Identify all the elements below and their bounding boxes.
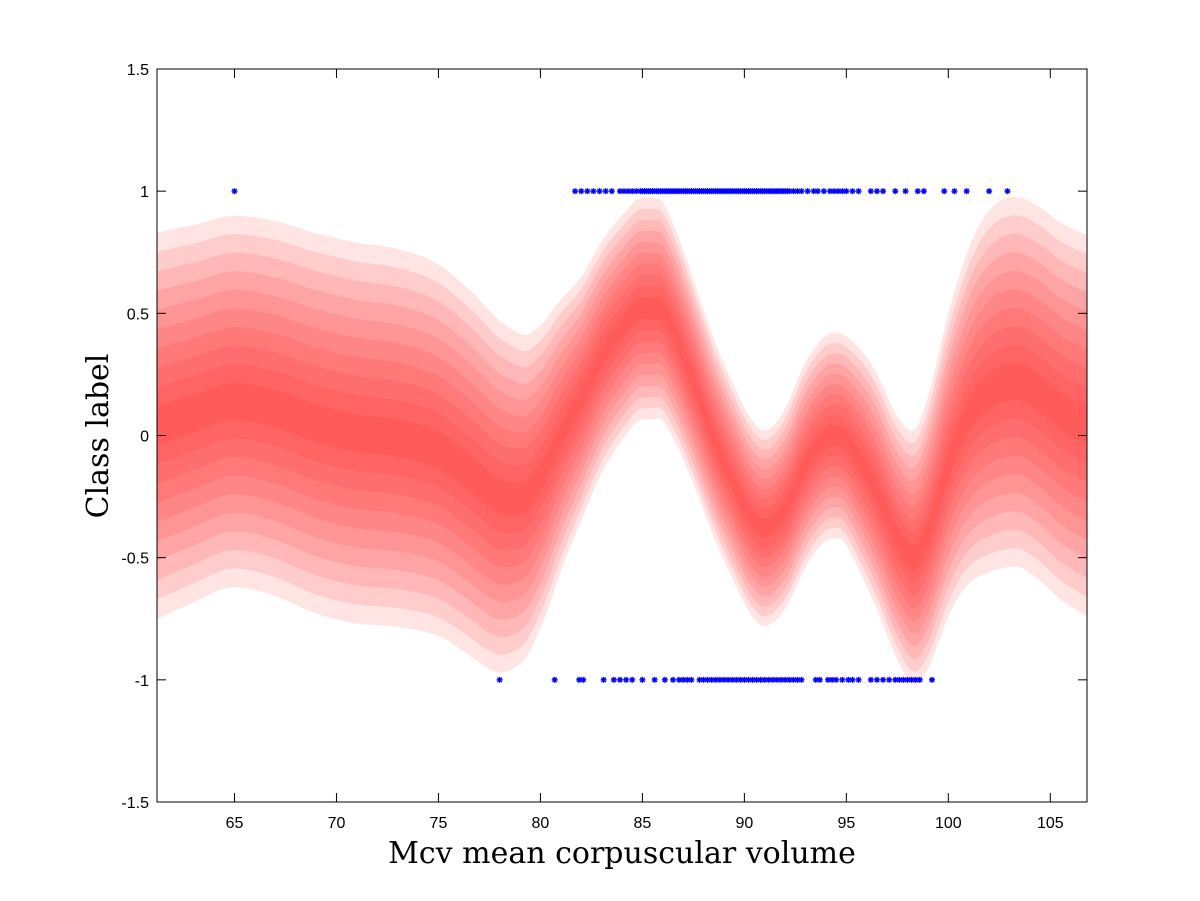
confidence-band-level-10 xyxy=(157,297,1087,571)
data-point xyxy=(855,676,862,683)
confidence-band-level-6 xyxy=(157,253,1087,622)
confidence-band-level-8 xyxy=(157,275,1087,596)
y-tick-label: 1.5 xyxy=(127,62,149,79)
data-point xyxy=(590,188,597,195)
confidence-bands xyxy=(157,196,1087,686)
x-tick-label: 105 xyxy=(1037,815,1064,832)
data-point xyxy=(902,188,909,195)
data-point xyxy=(904,676,911,683)
data-point xyxy=(625,188,632,195)
data-point xyxy=(886,676,893,683)
data-point xyxy=(765,676,772,683)
data-point xyxy=(845,676,852,683)
data-point xyxy=(651,676,658,683)
data-point xyxy=(892,188,899,195)
x-tick-label: 75 xyxy=(430,815,448,832)
data-point xyxy=(941,188,948,195)
data-point xyxy=(798,676,805,683)
x-tick-label: 80 xyxy=(532,815,550,832)
confidence-band-level-9 xyxy=(157,286,1087,583)
data-point xyxy=(820,188,827,195)
data-point xyxy=(584,188,591,195)
data-point xyxy=(873,676,880,683)
data-point xyxy=(812,676,819,683)
data-point xyxy=(580,676,587,683)
data-point xyxy=(849,188,856,195)
data-point xyxy=(616,676,623,683)
y-tick-label: 0.5 xyxy=(127,306,149,323)
data-point xyxy=(873,188,880,195)
data-point xyxy=(814,188,821,195)
data-point xyxy=(496,676,503,683)
data-point xyxy=(833,676,840,683)
confidence-band-level-3 xyxy=(157,219,1087,660)
data-point xyxy=(914,188,921,195)
data-point xyxy=(600,676,607,683)
data-point xyxy=(688,676,695,683)
data-point xyxy=(835,188,842,195)
confidence-band-level-4 xyxy=(157,230,1087,647)
y-axis-title: Class label xyxy=(81,354,116,519)
data-point xyxy=(729,676,736,683)
data-point xyxy=(880,188,887,195)
data-point xyxy=(880,676,887,683)
data-point xyxy=(774,676,780,683)
data-point xyxy=(867,676,874,683)
data-point xyxy=(669,676,676,683)
data-point xyxy=(661,676,668,683)
data-point xyxy=(867,188,874,195)
data-point xyxy=(839,676,846,683)
data-point xyxy=(855,188,862,195)
data-point xyxy=(986,188,993,195)
y-tick-label: -0.5 xyxy=(121,551,149,568)
data-point xyxy=(849,676,856,683)
data-point xyxy=(639,676,646,683)
x-tick-label: 100 xyxy=(935,815,962,832)
data-point xyxy=(951,188,958,195)
data-point xyxy=(551,676,558,683)
data-point xyxy=(608,188,615,195)
data-point xyxy=(798,188,805,195)
y-tick-label: -1 xyxy=(135,673,149,690)
data-point xyxy=(623,676,630,683)
confidence-band-level-5 xyxy=(157,241,1087,634)
data-point xyxy=(596,188,603,195)
axis-ticks: 65 70 75 80 85 90 95 100 105 -1.5 -1 -0.5 0 0.5 1 1.5 xyxy=(121,62,1087,832)
data-point xyxy=(629,188,636,195)
data-point xyxy=(843,188,850,195)
data-point xyxy=(602,188,609,195)
data-point xyxy=(708,676,715,683)
data-point xyxy=(920,188,927,195)
data-point xyxy=(704,676,711,683)
confidence-band-level-1 xyxy=(157,196,1087,686)
data-markers xyxy=(231,188,1011,683)
data-point xyxy=(816,676,823,683)
data-point xyxy=(572,188,579,195)
y-tick-label: 0 xyxy=(140,429,149,446)
data-point xyxy=(963,188,970,195)
x-axis-title: Mcv mean corpuscular volume xyxy=(388,836,856,871)
y-tick-label: -1.5 xyxy=(121,795,149,812)
x-tick-label: 95 xyxy=(837,815,855,832)
confidence-band-level-2 xyxy=(157,208,1087,673)
x-tick-label: 85 xyxy=(633,815,651,832)
confidence-band-level-7 xyxy=(157,264,1087,609)
data-point xyxy=(1004,188,1011,195)
data-point xyxy=(629,676,636,683)
data-point xyxy=(804,188,811,195)
data-point xyxy=(916,676,923,683)
x-tick-label: 65 xyxy=(226,815,244,832)
data-point xyxy=(929,676,935,683)
data-point xyxy=(231,188,238,195)
data-point xyxy=(610,676,617,683)
x-tick-label: 70 xyxy=(328,815,346,832)
data-point xyxy=(720,676,727,683)
data-point xyxy=(749,676,756,683)
x-tick-label: 90 xyxy=(735,815,753,832)
data-point xyxy=(576,676,583,683)
y-tick-label: 1 xyxy=(140,184,149,201)
data-point xyxy=(578,188,585,195)
